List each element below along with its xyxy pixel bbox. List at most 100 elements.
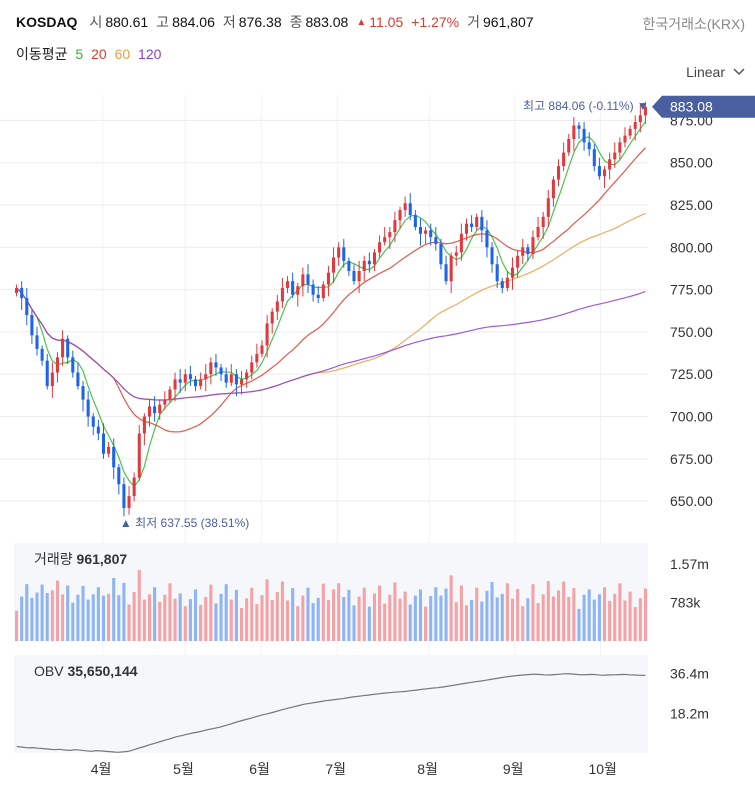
price-tick-label: 650.00 (670, 493, 713, 509)
candle-body (173, 379, 177, 390)
candle-body (163, 399, 167, 405)
candle (536, 216, 540, 241)
price-tick-label: 725.00 (670, 366, 713, 382)
volume-bar (101, 595, 106, 641)
candle (541, 211, 545, 239)
candle-body (306, 274, 310, 285)
candle-body (337, 247, 341, 258)
candle-body (316, 294, 320, 299)
volume-bar (219, 593, 223, 641)
volume-bar (234, 589, 238, 641)
candle (61, 330, 65, 366)
volume-bar (413, 595, 417, 641)
candle-body (321, 284, 325, 299)
moving-average-legend[interactable]: 이동평균 5 20 60 120 (16, 44, 165, 64)
volume-bar (96, 587, 100, 641)
candle (35, 326, 39, 356)
volume-bar (398, 598, 402, 641)
obv-line (16, 673, 646, 753)
candle (572, 117, 576, 151)
candle (342, 238, 346, 268)
candle (107, 441, 111, 458)
candle (122, 477, 126, 517)
candle-body (260, 345, 264, 354)
candle-body (536, 227, 540, 238)
volume-bar (603, 587, 607, 641)
candle-body (352, 271, 356, 282)
candle (25, 287, 29, 326)
last-price-label: 883.08 (670, 99, 713, 115)
candle-body (526, 247, 530, 255)
candle (510, 257, 515, 290)
candle (45, 353, 49, 390)
candle (444, 255, 448, 285)
obv-panel-bg (14, 655, 648, 753)
candle-body (234, 374, 238, 385)
obv-tick-label: 36.4m (670, 666, 709, 682)
price-tick-label: 675.00 (670, 451, 713, 467)
volume-bar (311, 603, 315, 641)
candle (168, 386, 172, 403)
candle (147, 399, 152, 427)
candle-body (55, 357, 59, 373)
candle (500, 277, 504, 293)
volume-bar (418, 589, 423, 641)
volume-bar (137, 570, 141, 641)
candle (239, 370, 244, 395)
volume-bar (643, 588, 647, 641)
candle-body (137, 433, 141, 478)
candle-body (403, 203, 407, 211)
volume-bar (107, 593, 111, 641)
volume-bar (173, 598, 177, 641)
candle-body (618, 142, 622, 153)
candle (424, 227, 428, 244)
close-value: 883.08 (305, 14, 349, 30)
price-tick-label: 775.00 (670, 282, 713, 298)
candle (101, 423, 106, 459)
candle-body (480, 216, 484, 231)
candle (291, 272, 295, 299)
candle-body (296, 286, 300, 295)
candle-body (603, 169, 607, 177)
candle-body (429, 230, 433, 238)
candle-body (71, 357, 75, 373)
volume-bar (337, 583, 341, 641)
volume-bar (245, 598, 249, 641)
volume-bar (66, 585, 70, 641)
volume-bar (505, 583, 509, 641)
candle-body (577, 125, 581, 129)
volume-bar (357, 596, 361, 641)
ma-label: 이동평균 (16, 46, 68, 62)
candle-body (50, 372, 54, 387)
candle-body (592, 149, 596, 167)
month-tick-label: 10월 (588, 761, 616, 777)
volume-bar (587, 589, 591, 641)
candle (260, 340, 264, 358)
candle (183, 369, 187, 392)
candle-body (153, 406, 157, 414)
annotations: 883.08 최고 884.06 (-0.11%) ▼ ▲ 최저 637.55 (3… (120, 95, 755, 530)
change-percent: +1.27% (411, 14, 460, 30)
volume-bar (449, 575, 453, 641)
candle (521, 238, 525, 265)
volume-bar (592, 599, 596, 641)
scale-toggle-button[interactable]: Linear (686, 64, 745, 80)
volume-bar (326, 600, 330, 641)
candle-body (531, 237, 535, 255)
candle-body (638, 115, 642, 123)
obv-value: 35,650,144 (67, 663, 137, 679)
chevron-down-icon (733, 68, 745, 76)
volume-bar (510, 598, 515, 641)
volume-bar (117, 595, 121, 641)
volume-bar (342, 596, 346, 641)
volume-bar (562, 581, 566, 641)
moving-average-lines (16, 121, 646, 488)
obv-tick-label: 18.2m (670, 705, 709, 721)
candle-body (500, 281, 504, 288)
volume-bar (608, 600, 612, 641)
candle-body (551, 179, 555, 199)
candle-body (562, 152, 566, 167)
volume-bar (613, 593, 617, 641)
candle (413, 210, 417, 231)
